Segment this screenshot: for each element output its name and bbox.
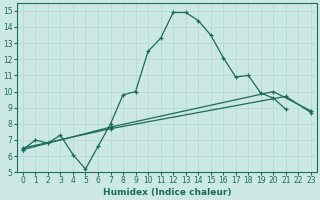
X-axis label: Humidex (Indice chaleur): Humidex (Indice chaleur) [103,188,231,197]
